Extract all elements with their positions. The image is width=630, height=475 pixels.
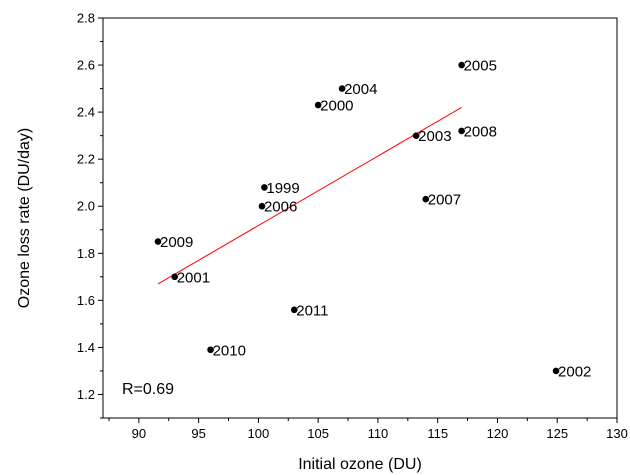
y-tick-label: 2.2 — [77, 152, 95, 167]
y-tick-label: 2.8 — [77, 11, 95, 26]
x-tick-label: 115 — [427, 426, 448, 441]
y-axis-ticks: 1.2 1.4 1.6 1.8 2.0 2.2 2.4 2.6 2.8 — [77, 11, 103, 419]
data-point-label: 2011 — [296, 302, 328, 319]
data-point — [171, 273, 179, 281]
y-tick-label: 1.6 — [77, 293, 95, 308]
y-tick-label: 2.0 — [77, 199, 95, 214]
x-tick-label: 100 — [248, 426, 270, 441]
y-tick-label: 1.2 — [77, 387, 95, 402]
data-point — [458, 61, 465, 69]
data-point-label: 2006 — [264, 199, 297, 216]
plot-frame — [102, 17, 618, 419]
correlation-annotation: R=0.69 — [122, 381, 174, 398]
data-point-label: 2004 — [344, 81, 377, 98]
data-point — [261, 184, 268, 191]
data-point-label: 2002 — [558, 363, 591, 380]
data-point-label: 2010 — [213, 342, 246, 359]
data-point — [207, 346, 214, 354]
data-point-label: 2009 — [160, 234, 193, 251]
x-axis-title: Initial ozone (DU) — [298, 456, 422, 473]
data-point — [258, 202, 266, 210]
data-point-label: 2001 — [177, 269, 210, 286]
x-tick-label: 125 — [546, 426, 568, 441]
data-point — [552, 367, 560, 375]
y-tick-label: 2.6 — [77, 58, 95, 73]
data-point — [422, 195, 430, 203]
y-tick-label: 1.4 — [77, 340, 95, 355]
data-point-label: 2005 — [464, 58, 497, 75]
x-tick-label: 130 — [606, 426, 628, 441]
regression-line — [157, 106, 462, 285]
data-point — [314, 101, 322, 109]
data-point-label: 2003 — [418, 128, 451, 145]
data-point-label: 2000 — [320, 98, 353, 115]
fit-layer — [157, 106, 462, 285]
data-point-label: 2007 — [428, 192, 461, 209]
x-tick-label: 95 — [191, 426, 205, 441]
data-point-label: 1999 — [266, 180, 299, 197]
y-axis-title: Ozone loss rate (DU/day) — [16, 128, 33, 309]
data-point — [458, 127, 465, 135]
data-point — [290, 306, 298, 314]
data-point — [154, 238, 162, 245]
x-axis-ticks: 90 95 100 105 110 115 120 125 130 — [108, 418, 628, 441]
data-point — [412, 132, 420, 139]
x-tick-label: 90 — [132, 426, 146, 441]
x-tick-label: 105 — [307, 426, 329, 441]
data-point-label: 2008 — [464, 123, 497, 140]
y-tick-label: 2.4 — [77, 105, 95, 120]
points-layer: 1999 2000 2001 2002 2003 2004 2005 2006 2007 2008… — [154, 58, 591, 380]
x-tick-label: 120 — [487, 426, 509, 441]
x-tick-label: 110 — [368, 426, 389, 441]
y-tick-label: 1.8 — [77, 246, 95, 261]
data-point — [338, 85, 346, 92]
